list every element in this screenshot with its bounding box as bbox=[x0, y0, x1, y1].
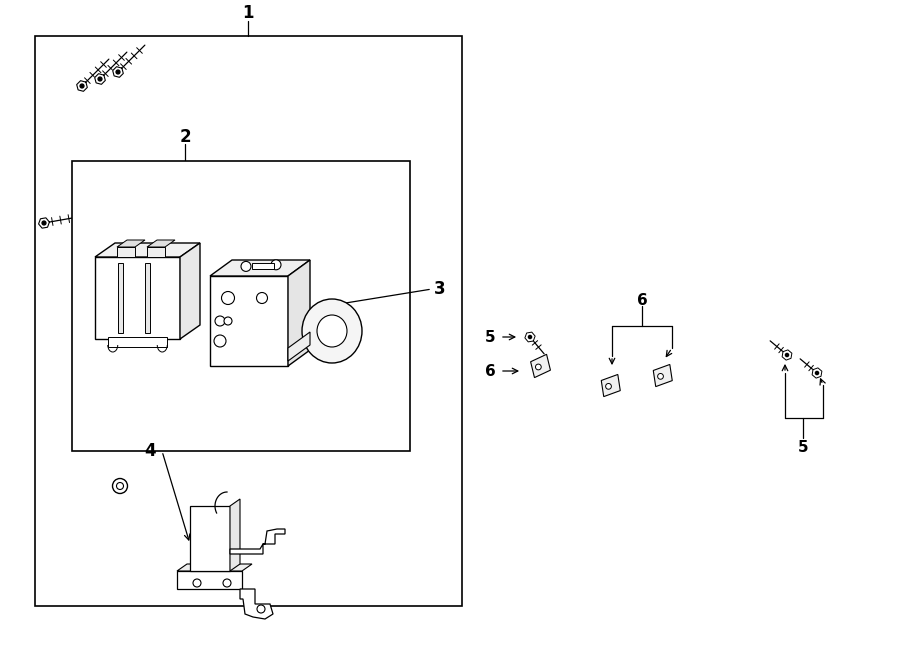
Ellipse shape bbox=[317, 315, 347, 347]
Polygon shape bbox=[177, 564, 252, 571]
Polygon shape bbox=[95, 243, 200, 257]
Circle shape bbox=[112, 479, 128, 494]
Polygon shape bbox=[180, 243, 200, 339]
Bar bbox=[95, 257, 180, 339]
Circle shape bbox=[215, 316, 225, 326]
Circle shape bbox=[536, 364, 541, 370]
Circle shape bbox=[815, 371, 819, 375]
Circle shape bbox=[221, 292, 235, 305]
Circle shape bbox=[98, 77, 102, 81]
Bar bbox=[147, 247, 165, 257]
Polygon shape bbox=[240, 589, 273, 619]
Polygon shape bbox=[230, 499, 240, 571]
Circle shape bbox=[193, 579, 201, 587]
Polygon shape bbox=[812, 368, 822, 378]
Circle shape bbox=[786, 354, 788, 356]
Text: 5: 5 bbox=[485, 329, 495, 344]
Bar bbox=[177, 571, 242, 589]
Polygon shape bbox=[531, 354, 551, 377]
Polygon shape bbox=[782, 350, 792, 360]
Circle shape bbox=[116, 483, 123, 490]
Circle shape bbox=[257, 605, 265, 613]
Text: 5: 5 bbox=[797, 440, 808, 455]
Polygon shape bbox=[288, 260, 310, 366]
Polygon shape bbox=[653, 364, 672, 387]
Text: 1: 1 bbox=[242, 4, 254, 22]
Circle shape bbox=[80, 84, 84, 88]
Bar bbox=[72, 161, 410, 451]
Circle shape bbox=[256, 293, 267, 303]
Polygon shape bbox=[39, 218, 50, 228]
Text: 2: 2 bbox=[179, 128, 191, 146]
Polygon shape bbox=[230, 529, 285, 554]
Text: 6: 6 bbox=[484, 364, 495, 379]
Bar bbox=[210, 276, 288, 366]
Bar bbox=[252, 263, 274, 269]
Polygon shape bbox=[117, 240, 145, 247]
Bar bbox=[117, 247, 135, 257]
Polygon shape bbox=[76, 81, 87, 91]
Bar bbox=[190, 506, 230, 571]
Polygon shape bbox=[601, 375, 620, 397]
Circle shape bbox=[658, 373, 663, 379]
Bar bbox=[118, 263, 123, 333]
Circle shape bbox=[241, 261, 251, 272]
Polygon shape bbox=[288, 332, 310, 361]
Circle shape bbox=[528, 335, 532, 338]
Text: 3: 3 bbox=[434, 280, 446, 298]
Circle shape bbox=[223, 579, 231, 587]
Circle shape bbox=[42, 221, 46, 225]
Circle shape bbox=[606, 383, 611, 389]
Ellipse shape bbox=[302, 299, 362, 363]
Circle shape bbox=[271, 260, 281, 270]
Circle shape bbox=[214, 335, 226, 347]
Polygon shape bbox=[147, 240, 175, 247]
Text: 6: 6 bbox=[636, 293, 647, 307]
Polygon shape bbox=[94, 73, 105, 85]
Bar bbox=[145, 263, 150, 333]
Polygon shape bbox=[525, 332, 535, 342]
Bar bbox=[35, 36, 462, 606]
Bar bbox=[108, 337, 167, 347]
Polygon shape bbox=[112, 67, 123, 77]
Circle shape bbox=[224, 317, 232, 325]
Polygon shape bbox=[210, 260, 310, 276]
Text: 4: 4 bbox=[144, 442, 156, 460]
Circle shape bbox=[116, 70, 120, 74]
